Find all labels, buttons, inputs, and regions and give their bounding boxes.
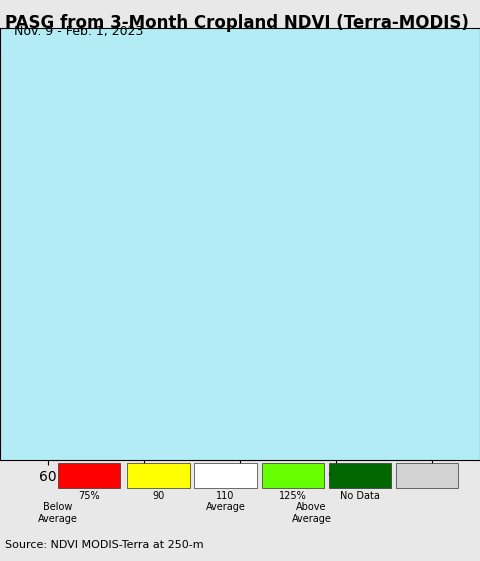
Text: 110: 110 [216, 491, 235, 501]
Text: 75%: 75% [78, 491, 100, 501]
Text: Above
Average: Above Average [291, 502, 332, 524]
Text: PASG from 3-Month Cropland NDVI (Terra-MODIS): PASG from 3-Month Cropland NDVI (Terra-M… [5, 14, 468, 32]
Text: Below
Average: Below Average [37, 502, 78, 524]
Text: No Data: No Data [340, 491, 380, 501]
Text: Source: NDVI MODIS-Terra at 250-m: Source: NDVI MODIS-Terra at 250-m [5, 540, 204, 550]
Text: Nov. 9 - Feb. 1, 2023: Nov. 9 - Feb. 1, 2023 [14, 25, 144, 38]
Text: 125%: 125% [279, 491, 307, 501]
Text: Average: Average [205, 502, 246, 512]
Text: 90: 90 [152, 491, 165, 501]
